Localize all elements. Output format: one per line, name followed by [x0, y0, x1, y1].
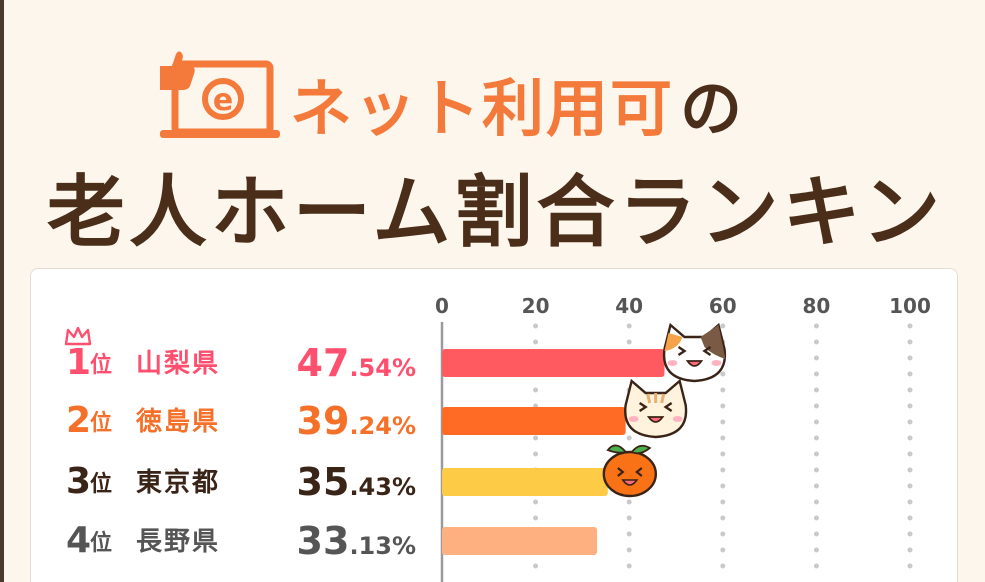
bar: [442, 527, 598, 555]
rank-suffix: 位: [90, 472, 113, 497]
rank-number: 4: [66, 520, 92, 561]
crown-icon: [64, 326, 92, 346]
bar: [442, 468, 608, 496]
calico-cat-icon: [662, 322, 727, 383]
x-tick-label: 100: [889, 294, 931, 318]
laptop-internet-icon: e: [160, 51, 280, 138]
title-line-1: ネット利用可 の: [290, 58, 744, 148]
tabby-cat-icon: [624, 378, 688, 439]
x-tick-label: 20: [522, 294, 550, 318]
rank-number: 1: [66, 342, 92, 383]
category-label: 徳島県: [136, 407, 221, 437]
rank-suffix: 位: [90, 531, 113, 556]
ranking-row: 3 位東京都 35.43%: [0, 457, 440, 507]
data-label: 47.54%: [296, 341, 416, 385]
left-border: [0, 0, 4, 582]
data-label: 35.43%: [296, 460, 416, 504]
x-tick-label: 0: [435, 294, 449, 318]
rank-number: 2: [66, 400, 92, 441]
x-tick-label: 60: [709, 294, 737, 318]
rank-suffix: 位: [90, 411, 113, 436]
ranking-row: 2 位徳島県 39.24%: [0, 396, 440, 446]
category-label: 長野県: [136, 527, 221, 557]
mandarin-orange-icon: [602, 444, 658, 498]
bar: [442, 349, 665, 377]
category-label: 山梨県: [136, 349, 221, 379]
title-particle: の: [680, 72, 745, 145]
rank-number: 3: [66, 461, 92, 502]
x-tick-label: 80: [802, 294, 830, 318]
svg-text:e: e: [213, 83, 233, 118]
rank-suffix: 位: [90, 353, 113, 378]
category-label: 東京都: [136, 468, 221, 498]
ranking-row: 4 位長野県 33.13%: [0, 516, 440, 566]
title-accent: ネット利用可: [290, 72, 675, 145]
data-label: 33.13%: [296, 519, 416, 563]
data-label: 39.24%: [296, 399, 416, 443]
ranking-row: 1 位山梨県 47.54%: [0, 338, 440, 388]
x-tick-label: 40: [615, 294, 643, 318]
bar: [442, 407, 626, 435]
